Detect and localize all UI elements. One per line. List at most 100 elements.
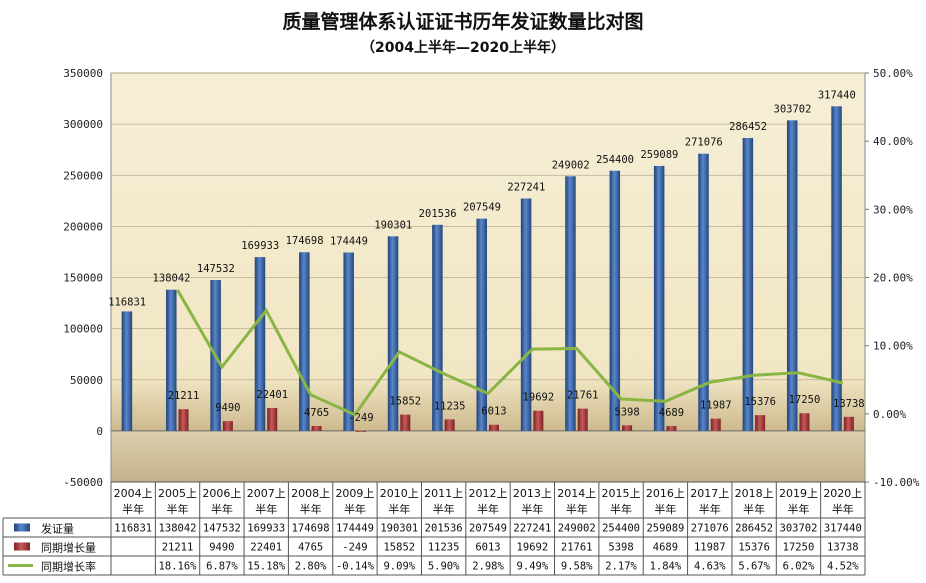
table-cell: 271076 <box>691 523 729 535</box>
bar-growth-amount <box>533 410 544 431</box>
table-cell: 4.52% <box>827 561 859 573</box>
label-issued: 317440 <box>818 89 856 101</box>
label-growth-amount: 13738 <box>833 398 865 410</box>
label-growth-amount: 15376 <box>744 396 776 408</box>
x-tick-label-line2: 半年 <box>255 502 277 516</box>
x-tick-label-line2: 半年 <box>300 502 322 516</box>
table-cell: 207549 <box>469 523 507 535</box>
table-cell: 1.84% <box>650 561 682 573</box>
table-cell: 6.02% <box>783 561 815 573</box>
x-tick-label-line1: 2014上 <box>557 487 596 500</box>
table-cell: 13738 <box>827 542 859 554</box>
table-cell: 9490 <box>209 542 234 554</box>
bar-growth-amount <box>400 414 411 431</box>
label-issued: 138042 <box>153 273 191 285</box>
label-issued: 201536 <box>419 208 457 220</box>
table-cell: 6013 <box>475 542 500 554</box>
plot-area-negative <box>111 430 865 482</box>
bar-growth-amount <box>799 413 810 431</box>
label-issued: 190301 <box>374 219 412 231</box>
x-tick-label-line2: 半年 <box>743 502 765 516</box>
table-cell: 5398 <box>608 542 633 554</box>
label-issued: 147532 <box>197 263 235 275</box>
table-cell: -0.14% <box>336 561 375 573</box>
x-tick-label-line1: 2015上 <box>602 487 641 500</box>
x-tick-label-line1: 2008上 <box>291 487 330 500</box>
table-cell: 169933 <box>247 523 285 535</box>
x-tick-label-line2: 半年 <box>433 502 455 516</box>
table-cell: 11235 <box>428 542 460 554</box>
x-tick-label-line1: 2018上 <box>735 487 774 500</box>
x-tick-label-line1: 2007上 <box>247 487 286 500</box>
x-tick-label-line1: 2010上 <box>380 487 419 500</box>
y-right-tick-label: -10.00% <box>873 476 920 489</box>
y-left-tick-label: 150000 <box>63 272 103 285</box>
label-issued: 174698 <box>286 235 324 247</box>
x-tick-label-line2: 半年 <box>388 502 410 516</box>
bar-issued <box>742 137 754 431</box>
line-growth-rate <box>176 289 844 417</box>
legend-label: 发证量 <box>41 522 74 536</box>
bar-issued <box>698 153 709 431</box>
legend-label: 同期增长量 <box>41 541 96 555</box>
bar-growth-amount <box>267 407 278 431</box>
x-tick-label-line1: 2017上 <box>690 487 729 500</box>
y-right-tick-label: 50.00% <box>873 67 913 80</box>
table-cell: 9.49% <box>517 561 549 573</box>
bar-growth-amount <box>666 426 677 431</box>
x-tick-label-line1: 2004上 <box>114 487 153 500</box>
label-growth-amount: 21761 <box>567 390 599 402</box>
y-right-tick-label: 40.00% <box>873 135 913 148</box>
bar-issued <box>387 236 399 431</box>
table-cell: 254400 <box>602 523 640 535</box>
label-growth-amount: 4689 <box>659 407 684 419</box>
x-tick-label-line1: 2011上 <box>424 487 463 500</box>
table-cell: 9.58% <box>561 561 593 573</box>
bar-issued <box>432 224 443 431</box>
x-tick-label-line2: 半年 <box>167 502 189 516</box>
x-tick-label-line1: 2005上 <box>158 487 197 500</box>
table-cell: 190301 <box>380 523 418 535</box>
table-cell: 15376 <box>738 542 770 554</box>
table-cell: 2.17% <box>605 561 637 573</box>
bar-issued <box>121 311 133 431</box>
y-left-tick-label: 300000 <box>63 118 103 131</box>
bar-issued <box>653 165 665 431</box>
y-left-tick-label: 200000 <box>63 220 103 233</box>
label-growth-amount: 15852 <box>389 396 421 408</box>
y-left-tick-label: 250000 <box>63 169 103 182</box>
label-growth-amount: 5398 <box>614 406 639 418</box>
bar-issued <box>343 252 354 431</box>
bar-growth-amount <box>755 415 766 431</box>
table-cell: 18.16% <box>159 561 198 573</box>
x-tick-label-line1: 2019上 <box>779 487 818 500</box>
legend-label: 同期增长率 <box>41 560 96 574</box>
table-cell: 4.63% <box>694 561 726 573</box>
bar-issued <box>786 120 798 431</box>
plot-area <box>111 73 865 431</box>
x-tick-label-line1: 2013上 <box>513 487 552 500</box>
bar-growth-amount <box>311 426 322 431</box>
y-left-tick-label: 100000 <box>63 323 103 336</box>
table-cell: 2.98% <box>472 561 504 573</box>
bar-growth-amount <box>577 408 588 431</box>
table-cell: 303702 <box>780 523 818 535</box>
y-right-tick-label: 20.00% <box>873 272 913 285</box>
label-issued: 271076 <box>685 137 723 149</box>
bar-growth-amount <box>355 430 366 432</box>
y-left-tick-label: 350000 <box>63 67 103 80</box>
x-tick-label-line2: 半年 <box>477 502 499 516</box>
x-tick-label-line2: 半年 <box>610 502 632 516</box>
table-cell: 174449 <box>336 523 374 535</box>
bar-issued <box>565 176 576 431</box>
table-cell: 21761 <box>561 542 593 554</box>
label-growth-amount: 11987 <box>700 400 732 412</box>
table-cell: 286452 <box>735 523 773 535</box>
label-issued: 169933 <box>241 240 279 252</box>
x-tick-label-line1: 2016上 <box>646 487 685 500</box>
y-left-tick-label: 0 <box>96 425 103 438</box>
x-tick-label-line2: 半年 <box>699 502 721 516</box>
bar-growth-amount <box>710 418 721 431</box>
table-cell: 5.90% <box>428 561 460 573</box>
label-issued: 207549 <box>463 202 501 214</box>
